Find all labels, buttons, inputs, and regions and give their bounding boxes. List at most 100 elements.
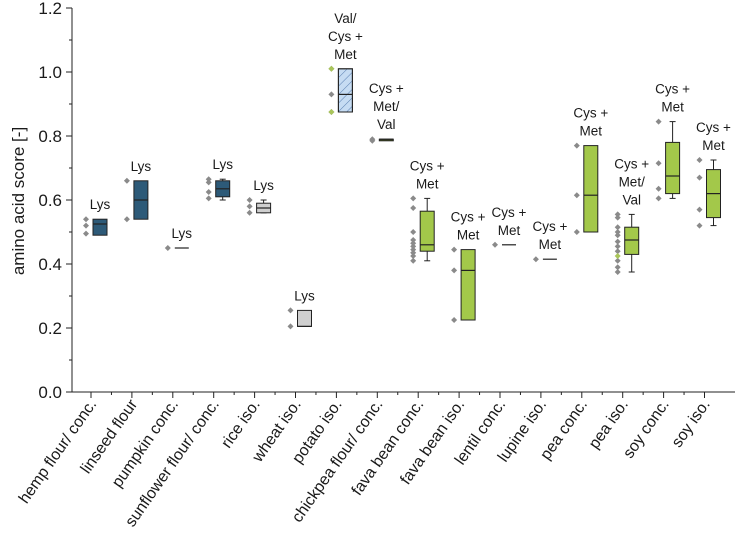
data-point (287, 323, 294, 330)
limiting-amino-acid-label: Met (334, 47, 357, 62)
data-point (655, 185, 662, 192)
y-tick-label: 0.0 (38, 383, 62, 402)
limiting-amino-acid-label: Lys (294, 288, 315, 303)
box (92, 218, 108, 236)
data-point (451, 267, 458, 274)
data-point (614, 232, 621, 239)
box (419, 210, 435, 252)
data-point (614, 238, 621, 245)
data-point (246, 197, 253, 203)
data-point (451, 317, 458, 323)
y-tick-label: 0.6 (38, 191, 62, 210)
y-tick-label: 1.2 (38, 0, 62, 18)
data-point (410, 240, 417, 247)
data-point (696, 157, 703, 163)
data-point-highlight (328, 109, 335, 115)
limiting-amino-acid-label: Cys + (328, 29, 363, 44)
limiting-amino-acid-label: Lys (253, 178, 274, 193)
data-point (573, 192, 580, 199)
data-point (451, 246, 458, 253)
data-point (410, 243, 417, 250)
data-point (410, 237, 417, 243)
data-point (83, 230, 89, 237)
data-point (573, 229, 580, 235)
limiting-amino-acid-label: Met/ (619, 174, 646, 189)
data-point (614, 211, 621, 218)
box (583, 145, 599, 233)
data-point (410, 205, 417, 211)
data-point (655, 160, 662, 167)
data-point (246, 209, 253, 216)
data-point (614, 269, 621, 275)
box (665, 141, 681, 195)
data-point (532, 256, 539, 263)
data-point (492, 241, 498, 248)
data-point (614, 264, 621, 271)
y-tick-label: 1.0 (38, 63, 62, 82)
limiting-amino-acid-label: Cys + (369, 81, 404, 96)
limiting-amino-acid-label: Cys + (410, 158, 445, 173)
limiting-amino-acid-label: Cys + (532, 219, 567, 234)
category-group: Cys + Met (410, 158, 445, 264)
limiting-amino-acid-label: Cys + (614, 156, 649, 171)
limiting-amino-acid-label: Cys + (573, 106, 608, 121)
limiting-amino-acid-label: Met/ (373, 99, 400, 114)
data-point (410, 246, 417, 253)
limiting-amino-acid-label: Cys + (696, 120, 731, 135)
limiting-amino-acid-label: Val/ (334, 11, 357, 26)
plot-area: Lys Lys Lys Lys Lys Lys Val/Cys + Met Cys + Met/V… (83, 11, 731, 330)
data-point (83, 222, 89, 229)
data-point (410, 257, 417, 264)
category-group: Cys + Met/Val (369, 81, 404, 144)
category-group: Lys (83, 197, 110, 237)
data-point (246, 203, 253, 210)
box (297, 309, 312, 327)
data-point (123, 177, 130, 184)
category-group: Cys + Met (655, 82, 690, 202)
box (624, 226, 640, 255)
category-label: soy iso. (669, 397, 714, 451)
limiting-amino-acid-label: Met (702, 138, 725, 153)
category-group: Cys + Met/Val (614, 156, 649, 275)
limiting-amino-acid-label: Lys (172, 226, 193, 241)
data-point (614, 243, 621, 250)
y-tick-label: 0.4 (38, 255, 62, 274)
limiting-amino-acid-label: Val (377, 117, 396, 132)
limiting-amino-acid-label: Met (498, 223, 521, 238)
data-point (696, 174, 703, 181)
limiting-amino-acid-label: Lys (131, 159, 152, 174)
data-point-highlight (614, 253, 621, 259)
data-point (287, 307, 294, 314)
category-label: fava bean conc. (349, 397, 428, 499)
limiting-amino-acid-label: Met (539, 237, 562, 252)
limiting-amino-acid-label: Met (416, 176, 439, 191)
data-point (205, 176, 212, 183)
y-axis-label: amino acid score [-] (9, 127, 28, 275)
category-group: Lys (164, 226, 193, 251)
y-tick-label: 0.8 (38, 127, 62, 146)
data-point (614, 257, 621, 264)
limiting-amino-acid-label: Lys (212, 157, 233, 172)
data-point (655, 195, 662, 202)
category-group: Lys (205, 157, 233, 202)
category-group: Cys + Met (492, 205, 527, 248)
data-point (410, 229, 417, 235)
data-point (696, 222, 703, 229)
category-group: Cys + Met (573, 106, 608, 235)
category-group: Cys + Met (451, 210, 486, 323)
data-point-highlight (328, 65, 335, 72)
data-point (655, 118, 662, 125)
data-point (614, 214, 621, 221)
data-point (164, 245, 171, 251)
data-point (83, 216, 89, 223)
category-group: Cys + Met (696, 120, 731, 229)
category-group: Val/Cys + Met (328, 11, 363, 115)
box-hatch (337, 68, 353, 113)
data-point (614, 229, 621, 235)
data-point (410, 253, 417, 259)
data-point (123, 216, 130, 223)
data-point (205, 195, 212, 202)
limiting-amino-acid-label: Met (457, 228, 480, 243)
